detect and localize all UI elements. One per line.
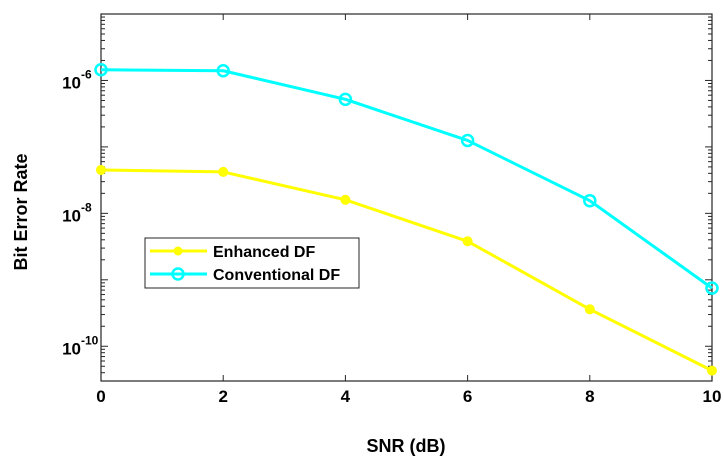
y-tick-label: 10 xyxy=(62,206,81,225)
y-tick-exponent: -6 xyxy=(81,67,92,81)
y-tick-exponent: -8 xyxy=(81,200,92,214)
y-tick-label: 10 xyxy=(62,73,81,92)
series-line-1 xyxy=(100,68,713,290)
y-tick-label: 10 xyxy=(62,339,81,358)
data-point xyxy=(460,133,475,148)
data-point xyxy=(216,63,230,78)
legend-label: Conventional DF xyxy=(213,267,340,284)
data-point xyxy=(584,304,595,315)
data-point xyxy=(218,166,229,177)
data-point xyxy=(96,164,106,175)
x-axis-label: SNR (dB) xyxy=(367,436,446,456)
legend-label: Enhanced DF xyxy=(213,244,315,261)
x-tick-label: 8 xyxy=(585,387,594,406)
y-axis-label: Bit Error Rate xyxy=(11,153,31,270)
x-tick-label: 2 xyxy=(218,387,227,406)
series-layer xyxy=(94,62,719,376)
legend-marker xyxy=(171,267,185,281)
y-tick-exponent: -10 xyxy=(81,333,99,347)
data-point xyxy=(707,365,717,376)
series-line-0 xyxy=(100,168,713,372)
data-point xyxy=(94,62,108,77)
data-point xyxy=(338,92,353,107)
data-point xyxy=(583,193,597,208)
legend: Enhanced DF Conventional DF xyxy=(144,237,360,289)
data-point xyxy=(340,194,351,205)
x-tick-label: 6 xyxy=(463,387,472,406)
x-tick-label: 4 xyxy=(341,387,351,406)
data-point xyxy=(705,281,719,295)
data-point xyxy=(462,236,473,247)
legend-marker xyxy=(173,246,183,256)
x-axis: 0 2 4 6 8 10 xyxy=(96,14,721,406)
x-tick-label: 0 xyxy=(96,387,105,406)
x-tick-label: 10 xyxy=(703,387,722,406)
